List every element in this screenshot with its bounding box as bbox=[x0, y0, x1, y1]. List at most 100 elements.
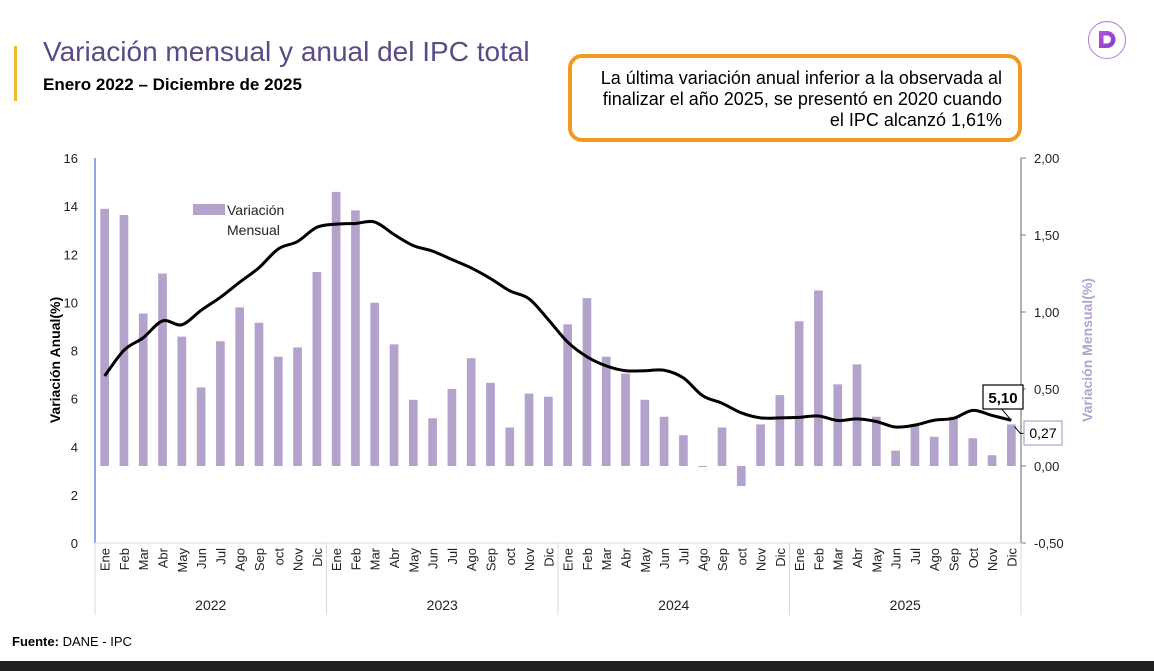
month-tick-label: oct bbox=[271, 548, 286, 566]
bar-variacion-mensual bbox=[756, 424, 765, 466]
annual-value-box bbox=[982, 384, 1024, 410]
bar-variacion-mensual bbox=[408, 399, 418, 466]
month-tick-label: Mar bbox=[831, 547, 846, 570]
month-tick-label: Ene bbox=[329, 548, 344, 571]
right-tick-label: -0,50 bbox=[1034, 536, 1064, 551]
bar-variacion-mensual bbox=[679, 435, 688, 466]
month-tick-label: Nov bbox=[985, 548, 1000, 572]
month-tick-label: Ene bbox=[98, 548, 113, 571]
source-note: Fuente: DANE - IPC bbox=[12, 634, 132, 649]
right-tick-label: 1,00 bbox=[1034, 305, 1059, 320]
bar-variacion-mensual bbox=[312, 271, 322, 466]
month-tick-label: May bbox=[869, 548, 884, 573]
year-label: 2022 bbox=[195, 597, 226, 613]
monthly-value-box bbox=[1023, 420, 1063, 446]
bar-variacion-mensual bbox=[486, 382, 495, 466]
month-tick-label: Jul bbox=[445, 548, 460, 565]
callout-box: La última variación anual inferior a la … bbox=[568, 54, 1022, 142]
month-tick-label: Abr bbox=[619, 547, 634, 568]
bar-variacion-mensual bbox=[621, 373, 630, 466]
month-tick-label: Ago bbox=[696, 548, 711, 571]
month-tick-label: Jul bbox=[676, 548, 691, 565]
bar-variacion-mensual bbox=[216, 341, 225, 466]
bar-variacion-mensual bbox=[138, 313, 148, 466]
chart-subtitle: Enero 2022 – Diciembre de 2025 bbox=[43, 75, 302, 94]
bar-variacion-mensual bbox=[293, 347, 302, 466]
right-tick-label: 1,50 bbox=[1034, 228, 1059, 243]
year-label: 2023 bbox=[427, 597, 458, 613]
bar-variacion-mensual bbox=[428, 418, 437, 466]
right-tick-label: 0,00 bbox=[1034, 459, 1059, 474]
bar-variacion-mensual bbox=[852, 364, 862, 466]
month-tick-label: Dic bbox=[1004, 548, 1019, 567]
letter-d-glyph bbox=[1099, 31, 1116, 48]
bar-variacion-mensual bbox=[544, 396, 553, 466]
month-tick-label: Sep bbox=[483, 548, 498, 571]
monthly-label-leader bbox=[1013, 426, 1024, 434]
bar-variacion-mensual bbox=[351, 210, 360, 466]
left-tick-label: 10 bbox=[64, 295, 78, 310]
month-tick-label: Sep bbox=[715, 548, 730, 571]
chart-legend: Variación Mensual bbox=[193, 202, 284, 238]
month-tick-label: Feb bbox=[811, 548, 826, 570]
month-tick-label: Jun bbox=[194, 548, 209, 569]
month-tick-label: Dic bbox=[310, 548, 325, 567]
title-accent-bar bbox=[14, 46, 17, 101]
chart-title: Variación mensual y anual del IPC total bbox=[43, 36, 530, 67]
annual-value-label: 5,10 bbox=[988, 390, 1017, 407]
month-tick-label: May bbox=[406, 548, 421, 573]
bar-variacion-mensual bbox=[119, 214, 129, 466]
bar-variacion-mensual bbox=[524, 393, 534, 466]
month-tick-label: Jun bbox=[657, 548, 672, 569]
bar-variacion-mensual bbox=[254, 322, 264, 466]
month-tick-label: Ago bbox=[927, 548, 942, 571]
month-tick-label: Ene bbox=[561, 548, 576, 571]
bar-variacion-mensual bbox=[891, 450, 900, 466]
left-tick-label: 12 bbox=[64, 247, 78, 262]
month-tick-label: Sep bbox=[946, 548, 961, 571]
bar-variacion-mensual bbox=[833, 384, 843, 466]
bar-variacion-mensual bbox=[871, 416, 881, 466]
month-tick-label: Jun bbox=[889, 548, 904, 569]
legend-label-line1: Variación bbox=[227, 202, 284, 218]
month-tick-label: Nov bbox=[754, 548, 769, 572]
month-tick-label: Jul bbox=[213, 548, 228, 565]
bar-variacion-mensual bbox=[177, 336, 187, 466]
callout-line: La última variación anual inferior a la … bbox=[600, 68, 1002, 88]
year-label: 2025 bbox=[890, 597, 921, 613]
left-tick-label: 8 bbox=[71, 344, 78, 359]
year-label: 2024 bbox=[658, 597, 689, 613]
bar-variacion-mensual bbox=[910, 424, 920, 466]
month-tick-label: Nov bbox=[291, 548, 306, 572]
month-tick-label: Feb bbox=[348, 548, 363, 570]
bar-variacion-mensual bbox=[814, 290, 823, 466]
month-tick-label: Abr bbox=[850, 547, 865, 568]
callout-text: La última variación anual inferior a la … bbox=[562, 68, 1002, 131]
bar-variacion-mensual bbox=[158, 273, 167, 466]
month-tick-label: oct bbox=[734, 548, 749, 566]
month-tick-label: Feb bbox=[580, 548, 595, 570]
month-tick-label: oct bbox=[503, 548, 518, 566]
month-tick-label: May bbox=[638, 548, 653, 573]
bar-variacion-mensual bbox=[505, 427, 515, 466]
bar-variacion-mensual bbox=[929, 436, 939, 466]
month-tick-label: Abr bbox=[156, 547, 171, 568]
right-tick-label: 0,50 bbox=[1034, 382, 1059, 397]
bottom-bar bbox=[0, 661, 1154, 671]
letter-d-logo-icon bbox=[1088, 21, 1126, 59]
bar-variacion-mensual bbox=[235, 307, 245, 466]
month-tick-label: Nov bbox=[522, 548, 537, 572]
month-tick-label: Ago bbox=[464, 548, 479, 571]
bar-variacion-mensual bbox=[987, 455, 997, 466]
bar-variacion-mensual bbox=[466, 358, 476, 466]
source-label: Fuente: bbox=[12, 634, 59, 649]
month-tick-label: Abr bbox=[387, 547, 402, 568]
month-tick-label: Dic bbox=[773, 548, 788, 567]
right-tick-label: 2,00 bbox=[1034, 151, 1059, 166]
month-tick-label: Jul bbox=[908, 548, 923, 565]
month-tick-label: Ene bbox=[792, 548, 807, 571]
month-tick-label: Ago bbox=[233, 548, 248, 571]
bar-variacion-mensual bbox=[698, 466, 708, 467]
bar-variacion-mensual bbox=[196, 387, 206, 466]
legend-swatch-variacion-mensual bbox=[193, 204, 225, 215]
